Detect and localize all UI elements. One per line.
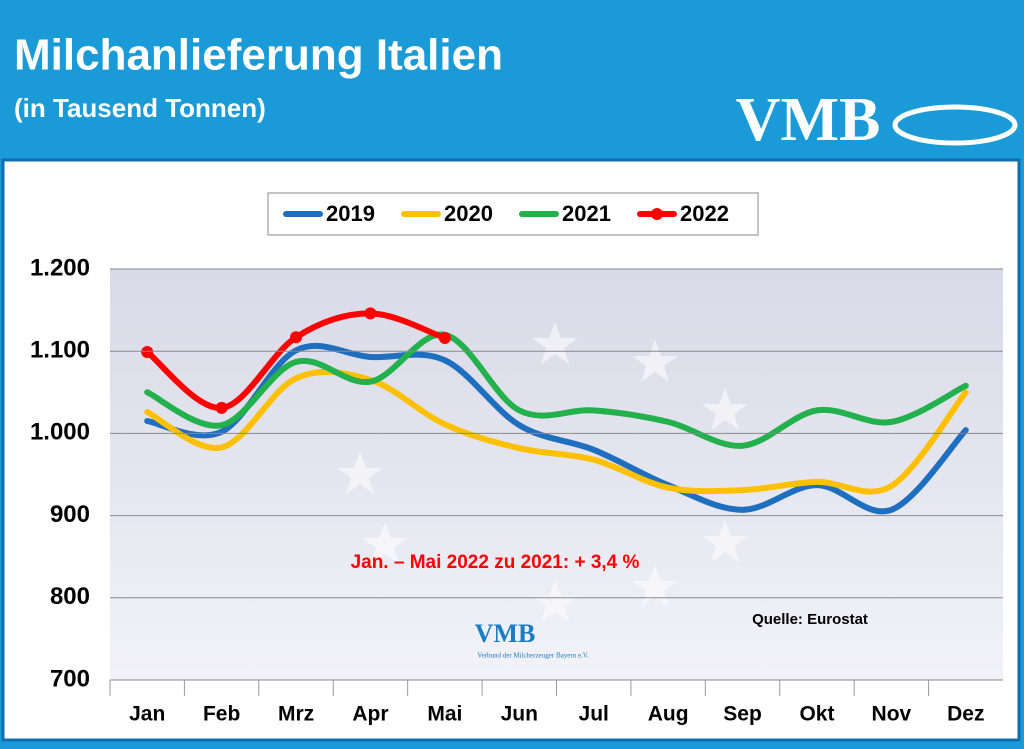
series-line bbox=[144, 342, 969, 515]
x-tick-label: Jun bbox=[501, 703, 538, 726]
legend-label: 2021 bbox=[562, 201, 611, 226]
x-tick-label: Sep bbox=[723, 703, 762, 726]
x-tick-label: Mrz bbox=[278, 703, 314, 726]
page-title: Milchanlieferung Italien bbox=[14, 31, 503, 80]
eu-stars bbox=[337, 322, 748, 622]
y-tick-label: 700 bbox=[50, 665, 90, 692]
x-tick-label: Dez bbox=[947, 703, 984, 726]
x-tick-label: Nov bbox=[872, 703, 912, 726]
y-tick-label: 1.100 bbox=[30, 337, 90, 364]
y-tick-label: 800 bbox=[50, 583, 90, 610]
series-marker bbox=[215, 401, 228, 414]
source: Quelle: Eurostat bbox=[752, 611, 868, 628]
series-marker bbox=[438, 332, 451, 345]
series-marker bbox=[364, 307, 377, 320]
watermark-logo: VMB bbox=[475, 619, 536, 648]
x-tick-label: Aug bbox=[648, 703, 689, 726]
annotation: Jan. – Mai 2022 zu 2021: + 3,4 % bbox=[351, 552, 640, 573]
legend-marker bbox=[651, 208, 663, 220]
series-marker bbox=[290, 331, 303, 344]
series-line bbox=[144, 368, 969, 495]
x-tick-label: Jul bbox=[579, 703, 609, 726]
y-tick-label: 1.000 bbox=[30, 419, 90, 446]
legend-label: 2022 bbox=[680, 201, 729, 226]
series-line bbox=[144, 331, 969, 449]
y-tick-label: 900 bbox=[50, 501, 90, 528]
watermark-text: Verbund der Milcherzeuger Bayern e.V. bbox=[477, 652, 589, 660]
y-tick-label: 1.200 bbox=[30, 254, 90, 281]
series-marker bbox=[141, 346, 154, 359]
x-tick-label: Jan bbox=[129, 703, 165, 726]
x-tick-label: Apr bbox=[352, 703, 388, 726]
logo-swirl bbox=[892, 104, 1018, 146]
legend-label: 2019 bbox=[326, 201, 375, 226]
x-tick-label: Feb bbox=[203, 703, 240, 726]
legend-label: 2020 bbox=[444, 201, 493, 226]
x-tick-label: Mai bbox=[427, 703, 462, 726]
x-tick-label: Okt bbox=[799, 703, 834, 726]
page-subtitle: (in Tausend Tonnen) bbox=[14, 93, 266, 123]
header-band bbox=[0, 0, 1024, 152]
logo: VMB bbox=[736, 86, 881, 154]
series-line bbox=[144, 310, 448, 411]
